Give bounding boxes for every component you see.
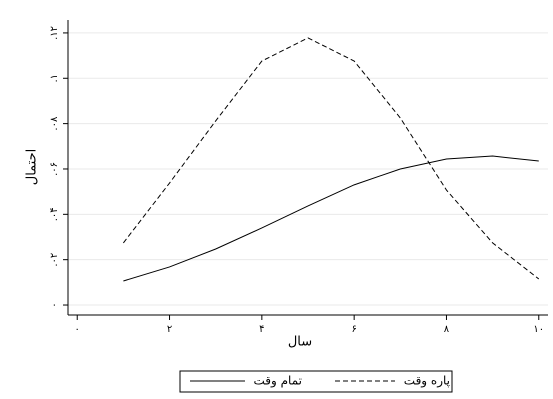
- y-tick-label: .۰۲: [49, 253, 60, 267]
- y-tick-label: .۰۶: [49, 162, 60, 176]
- y-tick-label: .۰۴: [49, 207, 60, 221]
- legend-label: پاره وقت: [404, 374, 450, 389]
- y-tick-label: .۱: [49, 74, 60, 83]
- x-tick-label: ۶: [351, 324, 356, 335]
- line: [122, 37, 540, 280]
- y-axis-title: احتمال: [25, 149, 40, 186]
- x-axis-title: سال: [288, 335, 312, 350]
- x-tick-label: ۲: [167, 324, 172, 335]
- x-tick-label: ۴: [259, 324, 264, 335]
- line: [123, 155, 539, 282]
- legend-label: تمام وقت: [254, 374, 303, 389]
- y-tick-label: .۱۲: [49, 26, 60, 40]
- y-tick-label: .۰۸: [49, 116, 60, 131]
- x-tick-label: ۰: [75, 324, 80, 335]
- x-tick-label: ۸: [444, 324, 450, 335]
- legend-box: [179, 370, 453, 393]
- x-tick-label: ۱۰: [533, 324, 544, 335]
- y-tick-label: ۰: [49, 302, 60, 307]
